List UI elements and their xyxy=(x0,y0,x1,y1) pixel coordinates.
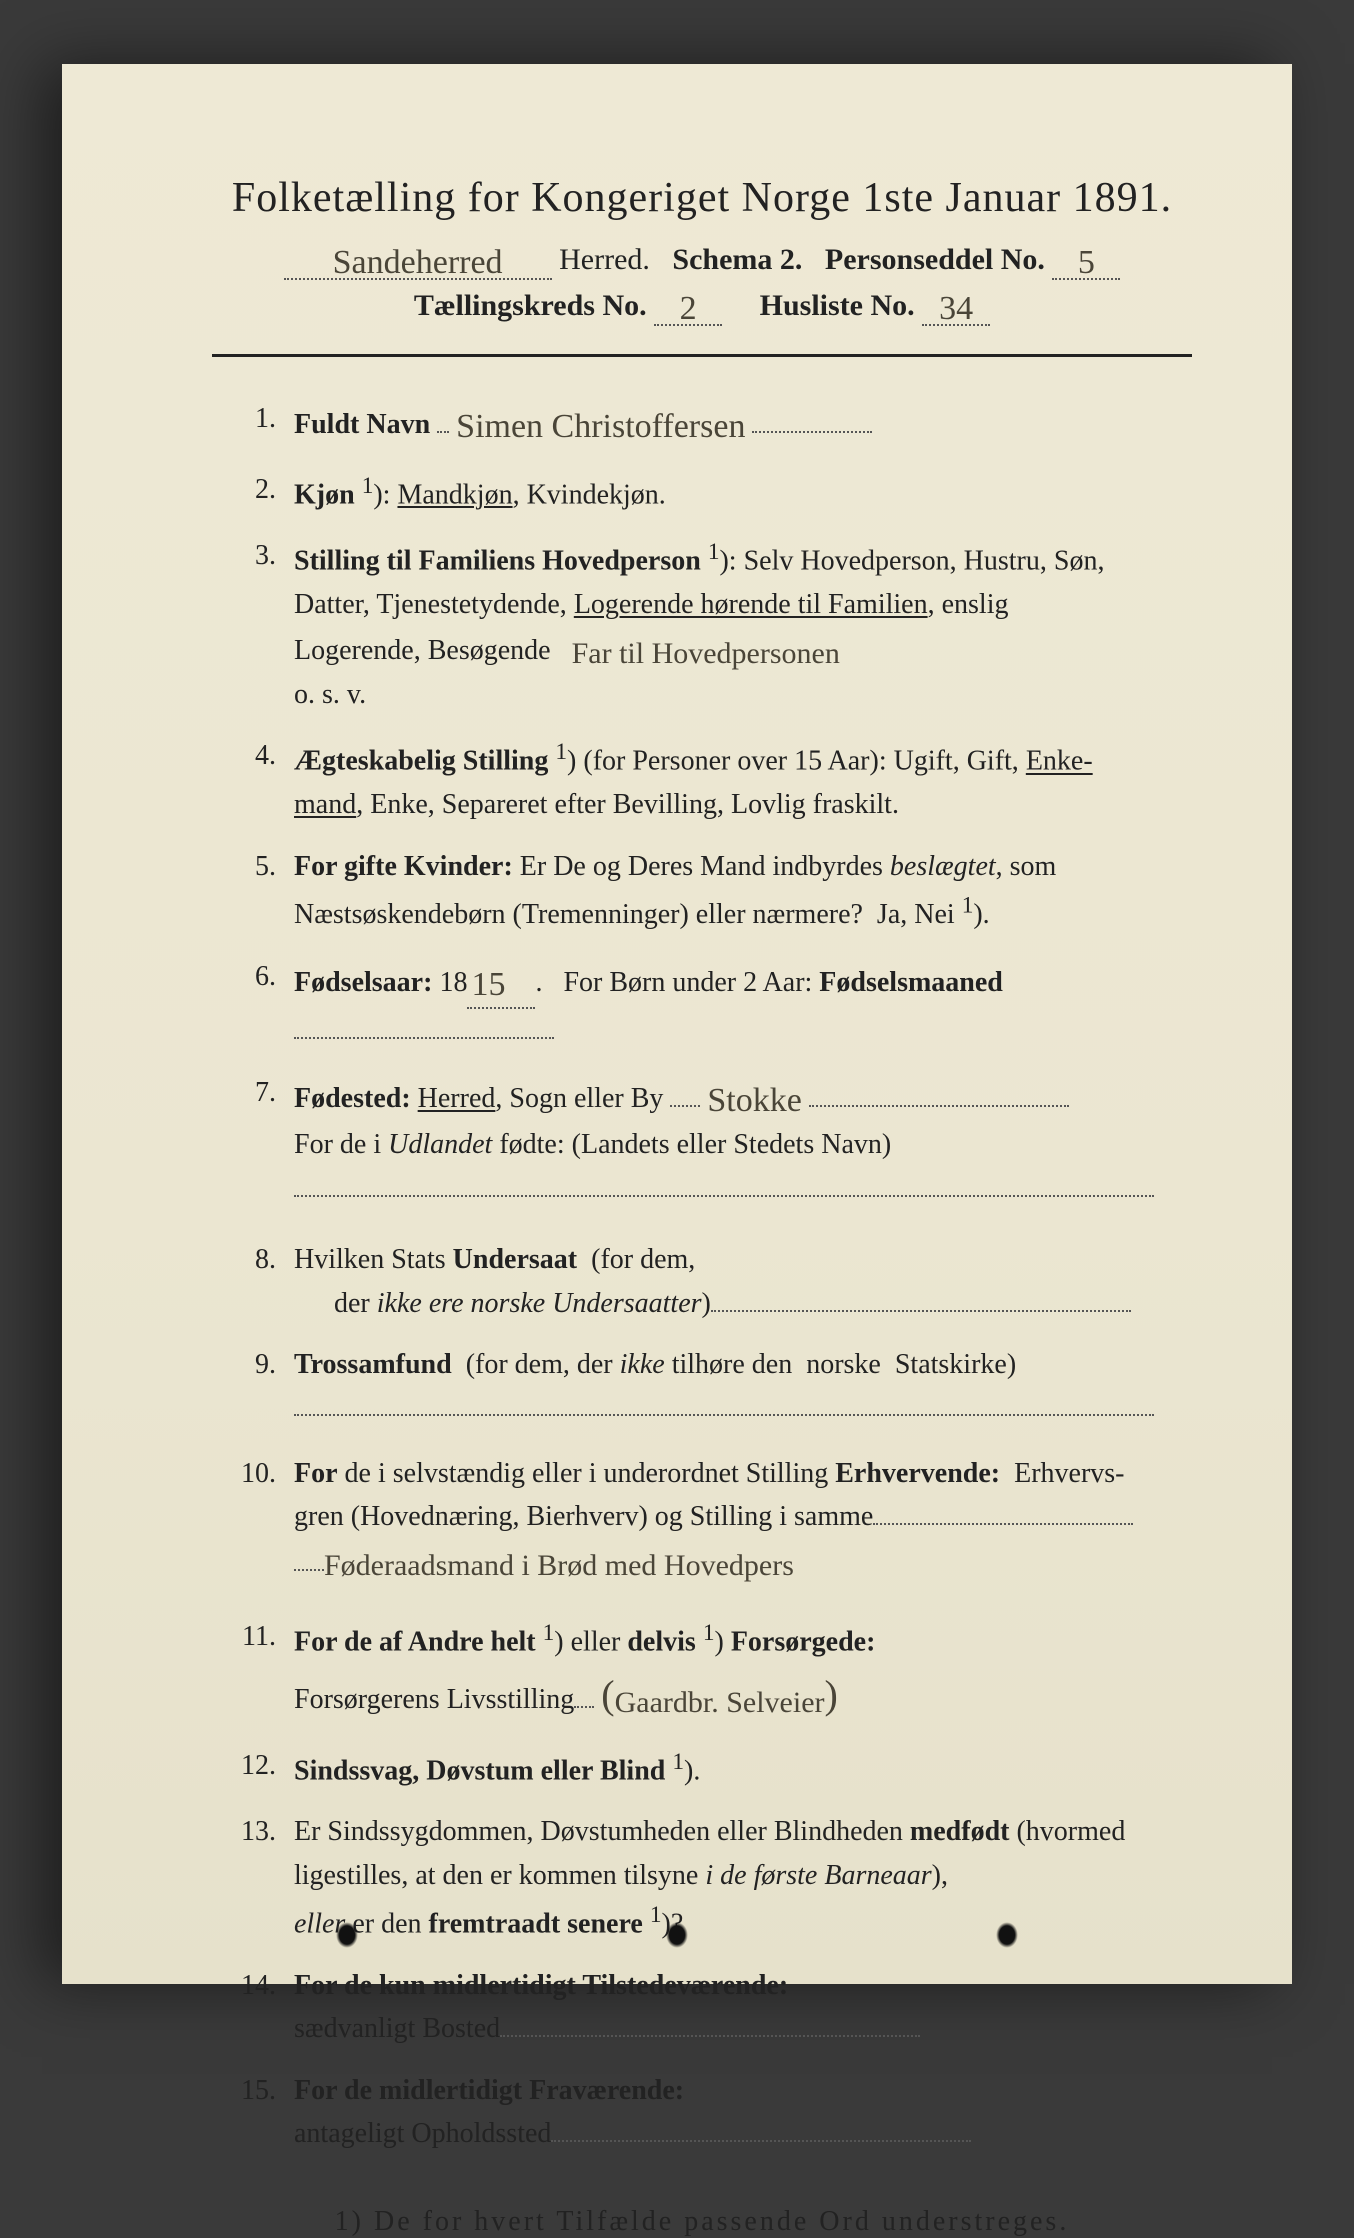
open-brace-icon: ( xyxy=(601,1672,614,1717)
item-7-label: Fødested: xyxy=(294,1083,411,1114)
item-6-label: Fødselsaar: xyxy=(294,967,432,998)
item-2: 2. Kjøn 1): Mandkjøn, Kvindekjøn. xyxy=(212,468,1192,517)
ink-spot-icon xyxy=(666,1922,688,1948)
personseddel-label: Personseddel No. xyxy=(825,243,1045,276)
item-number: 2. xyxy=(212,468,294,517)
husliste-label: Husliste No. xyxy=(760,289,915,322)
item-5: 5. For gifte Kvinder: Er De og Deres Man… xyxy=(212,845,1192,937)
header-line-2: Tællingskreds No. 2 Husliste No. 34 xyxy=(212,286,1192,326)
item-11-hand: Gaardbr. Selveier xyxy=(615,1680,825,1727)
item-number: 5. xyxy=(212,845,294,937)
item-15-line2: antageligt Opholdssted xyxy=(294,2118,551,2149)
close-brace-icon: ) xyxy=(825,1672,838,1717)
page-title: Folketælling for Kongeriget Norge 1ste J… xyxy=(212,174,1192,222)
item-number: 11. xyxy=(212,1615,294,1726)
kreds-label: Tællingskreds No. xyxy=(414,289,647,322)
item-3-label: Stilling til Familiens Hovedperson xyxy=(294,546,701,577)
sup: 1 xyxy=(543,1620,555,1646)
item-11: 11. For de af Andre helt 1) eller delvis… xyxy=(212,1615,1192,1726)
item-3-head: ): Selv Hovedperson, Hustru, Søn, xyxy=(719,546,1104,577)
item-number: 7. xyxy=(212,1071,294,1210)
item-number: 14. xyxy=(212,1964,294,2051)
item-7-line2: For de i Udlandet fødte: (Landets eller … xyxy=(294,1129,891,1160)
item-2-label: Kjøn xyxy=(294,479,355,510)
item-6: 6. Fødselsaar: 1815. For Børn under 2 Aa… xyxy=(212,955,1192,1053)
item-7: 7. Fødested: Herred, Sogn eller By Stokk… xyxy=(212,1071,1192,1210)
item-12-label: Sindssvag, Døvstum eller Blind xyxy=(294,1755,665,1786)
sup: 1 xyxy=(703,1620,715,1646)
item-8: 8. Hvilken Stats Undersaat (for dem, der… xyxy=(212,1238,1192,1325)
item-number: 15. xyxy=(212,2069,294,2156)
sup: 1 xyxy=(708,539,720,565)
item-3-line4: o. s. v. xyxy=(294,679,366,710)
item-9: 9. Trossamfund (for dem, der ikke tilhør… xyxy=(212,1343,1192,1430)
ink-spot-icon xyxy=(996,1922,1018,1948)
sup: 1 xyxy=(672,1749,684,1775)
item-number: 4. xyxy=(212,734,294,826)
item-14: 14. For de kun midlertidigt Tilstedevære… xyxy=(212,1964,1192,2051)
item-15: 15. For de midlertidigt Fraværende: anta… xyxy=(212,2069,1192,2156)
item-1: 1. Fuldt Navn Simen Christoffersen xyxy=(212,397,1192,450)
page-background: Folketælling for Kongeriget Norge 1ste J… xyxy=(0,0,1354,2048)
sup: 1 xyxy=(362,473,374,499)
paper-marks xyxy=(62,1922,1292,1948)
footnote: 1) De for hvert Tilfælde passende Ord un… xyxy=(212,2206,1192,2238)
herred-label: Herred. xyxy=(559,243,650,276)
sup: 1 xyxy=(555,739,567,765)
item-14-line2: sædvanligt Bosted xyxy=(294,2013,500,2044)
sup: 1 xyxy=(962,893,974,919)
item-number: 10. xyxy=(212,1452,294,1585)
item-3: 3. Stilling til Familiens Hovedperson 1)… xyxy=(212,534,1192,716)
form-items: 1. Fuldt Navn Simen Christoffersen 2. Kj… xyxy=(212,397,1192,2156)
item-4-mand: mand xyxy=(294,789,356,820)
item-2-mandkjon: Mandkjøn xyxy=(397,479,512,510)
item-10: 10. For de i selvstændig eller i underor… xyxy=(212,1452,1192,1585)
item-3-line2: Datter, Tjenestetydende, Logerende høren… xyxy=(294,589,1008,620)
item-3-hand: Far til Hovedpersonen xyxy=(572,631,840,678)
item-6-year: 15 xyxy=(471,959,505,1012)
personseddel-no: 5 xyxy=(1078,244,1095,282)
ink-spot-icon xyxy=(336,1922,358,1948)
husliste-no: 34 xyxy=(939,290,973,328)
divider xyxy=(212,354,1192,357)
schema-label: Schema 2. xyxy=(672,243,802,276)
item-number: 6. xyxy=(212,955,294,1053)
item-1-value: Simen Christoffersen xyxy=(456,401,745,454)
county-handwritten: Sandeherred xyxy=(333,244,503,282)
item-4: 4. Ægteskabelig Stilling 1) (for Persone… xyxy=(212,734,1192,826)
item-1-label: Fuldt Navn xyxy=(294,409,430,440)
item-number: 3. xyxy=(212,534,294,716)
kreds-no: 2 xyxy=(680,290,697,328)
item-5-label: For gifte Kvinder: xyxy=(294,851,513,882)
item-12: 12. Sindssvag, Døvstum eller Blind 1). xyxy=(212,1744,1192,1793)
item-number: 8. xyxy=(212,1238,294,1325)
item-10-hand: Føderaadsmand i Brød med Hovedpers xyxy=(324,1543,794,1590)
item-5-line2: Næstsøskendebørn (Tremenninger) eller næ… xyxy=(294,899,990,930)
item-4-label: Ægteskabelig Stilling xyxy=(294,746,548,777)
item-7-hand: Stokke xyxy=(707,1075,801,1128)
item-number: 1. xyxy=(212,397,294,450)
item-number: 12. xyxy=(212,1744,294,1793)
document-paper: Folketælling for Kongeriget Norge 1ste J… xyxy=(62,64,1292,1984)
item-7-herred: Herred xyxy=(418,1083,496,1114)
item-number: 9. xyxy=(212,1343,294,1430)
item-3-line3a: Logerende, Besøgende xyxy=(294,635,551,666)
year-prefix: 18 xyxy=(439,967,467,998)
header-line-1: Sandeherred Herred. Schema 2. Personsedd… xyxy=(212,240,1192,280)
item-11-line2: Forsørgerens Livsstilling xyxy=(294,1684,574,1715)
